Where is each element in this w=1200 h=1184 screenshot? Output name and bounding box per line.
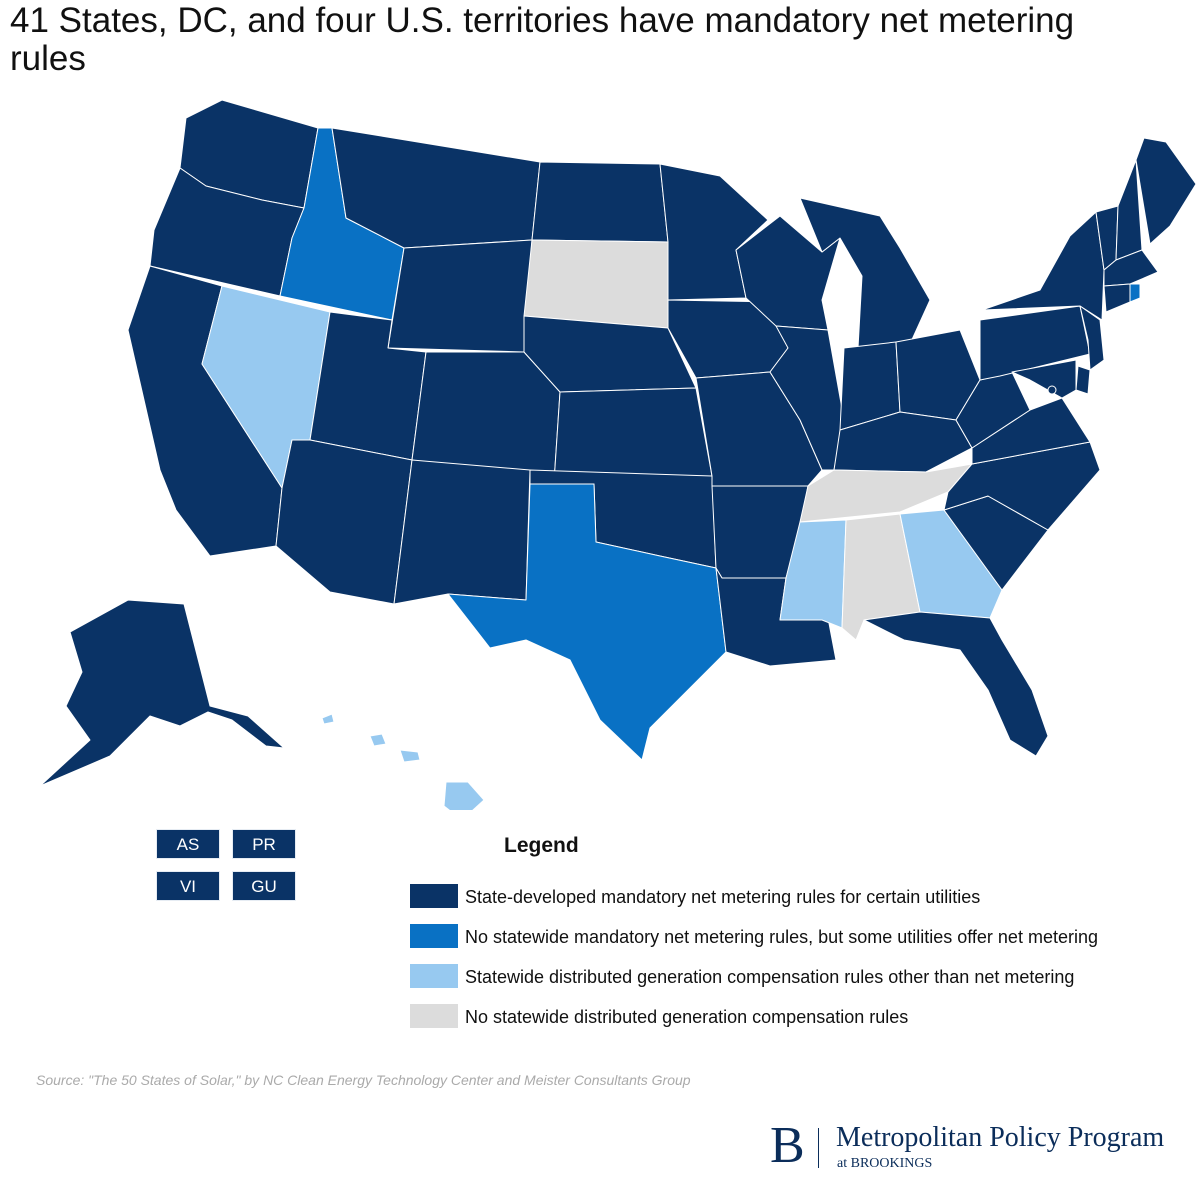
state-SD [523, 239, 669, 329]
state-NJ [1079, 305, 1105, 371]
territory-as: AS [156, 829, 220, 859]
state-KS [553, 387, 713, 483]
legend-swatch [410, 924, 458, 948]
legend-title: Legend [504, 834, 579, 857]
state-ND [531, 161, 669, 243]
territory-vi: VI [156, 871, 220, 901]
state-DC [1047, 385, 1057, 395]
legend-item: No statewide distributed generation comp… [410, 1004, 1180, 1030]
state-AK [39, 599, 285, 787]
legend-label: Statewide distributed generation compens… [465, 967, 1075, 987]
page-title: 41 States, DC, and four U.S. territories… [10, 1, 1075, 78]
legend-item: Statewide distributed generation compens… [410, 964, 1180, 990]
legend-swatch [410, 964, 458, 988]
state-DE [1075, 365, 1091, 395]
territory-gu: GU [232, 871, 296, 901]
state-NY [981, 211, 1105, 321]
brookings-logo: B Metropolitan Policy Program at BROOKIN… [770, 1118, 1195, 1174]
legend-label: No statewide mandatory net metering rule… [465, 927, 1098, 947]
state-HI [321, 713, 485, 810]
legend-label: State-developed mandatory net metering r… [465, 887, 981, 907]
brand-sub: at BROOKINGS [837, 1156, 933, 1171]
brand-divider [818, 1128, 819, 1168]
legend-item: No statewide mandatory net metering rule… [410, 924, 1180, 950]
state-IL [769, 325, 845, 471]
brand-mark: B [770, 1117, 805, 1174]
state-WY [387, 239, 533, 353]
state-GA [899, 509, 1003, 619]
territory-boxes: AS PR VI GU [156, 829, 296, 903]
state-NM [393, 459, 531, 605]
state-WI [735, 215, 841, 331]
legend-label: No statewide distributed generation comp… [465, 1007, 909, 1027]
legend-swatch [410, 884, 458, 908]
legend-swatch [410, 1004, 458, 1028]
state-MD [1011, 359, 1077, 399]
brand-name: Metropolitan Policy Program [836, 1122, 1165, 1153]
territory-pr: PR [232, 829, 296, 859]
state-TX [447, 483, 727, 761]
us-net-metering-map [0, 90, 1200, 810]
state-ME [1135, 137, 1197, 245]
state-CT [1103, 283, 1131, 313]
legend-item: State-developed mandatory net metering r… [410, 884, 1180, 910]
state-WV [955, 371, 1031, 449]
state-RI [1129, 283, 1141, 303]
state-AZ [275, 439, 413, 605]
state-FL [863, 611, 1049, 757]
state-PA [979, 305, 1091, 381]
source-note: Source: "The 50 States of Solar," by NC … [36, 1072, 691, 1088]
